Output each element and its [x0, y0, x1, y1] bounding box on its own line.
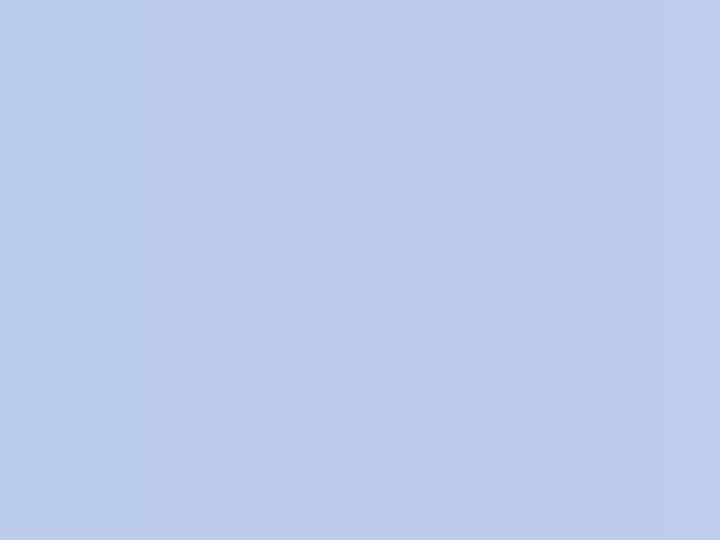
FancyBboxPatch shape	[29, 93, 691, 454]
Text: Main route of post-harvest treatment of phytoremediator plants.: Main route of post-harvest treatment of …	[189, 419, 580, 432]
Text: Fate of plants used for phytoextraction: Fate of plants used for phytoextraction	[22, 37, 698, 66]
FancyBboxPatch shape	[263, 103, 400, 247]
Text: Biomass combustion
to reduce volume: Biomass combustion to reduce volume	[464, 160, 594, 190]
Text: Fig. 1.: Fig. 1.	[339, 419, 381, 432]
Text: Harvest of metal-
rich biomass: Harvest of metal- rich biomass	[276, 160, 386, 190]
Text: Safe disposal in
specialized dumps: Safe disposal in specialized dumps	[471, 377, 588, 407]
Text: Fig. 1.: Fig. 1.	[147, 419, 189, 432]
FancyBboxPatch shape	[450, 320, 608, 464]
FancyBboxPatch shape	[450, 103, 608, 247]
Text: Fig. 1.  Main route of post-harvest treatment of phytoremediator plants.: Fig. 1. Main route of post-harvest treat…	[147, 419, 573, 432]
FancyBboxPatch shape	[40, 103, 212, 247]
Text: Accumulation of heavy metals
in harvestable plant biomass: Accumulation of heavy metals in harvesta…	[31, 160, 221, 190]
